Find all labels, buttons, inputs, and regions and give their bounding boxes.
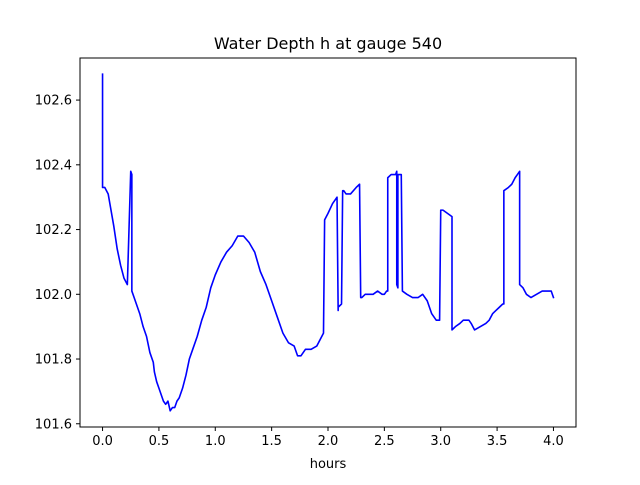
chart-title: Water Depth h at gauge 540 (214, 34, 442, 53)
plot-area (101, 73, 555, 412)
x-tick-label: 3.0 (430, 434, 451, 449)
axes: 0.0 0.5 1.0 1.5 2.0 2.5 3.0 3.5 4.0 101.6 101.8 102… (35, 57, 577, 449)
y-tick-label: 102.2 (35, 223, 72, 238)
x-axis-label: hours (310, 457, 347, 472)
y-tick-label: 101.8 (35, 353, 72, 368)
x-tick-label: 1.0 (205, 434, 226, 449)
x-tick-label: 0.5 (149, 434, 170, 449)
x-tick-label: 1.5 (261, 434, 282, 449)
x-tick-label: 2.5 (374, 434, 395, 449)
x-tick-label: 4.0 (543, 434, 564, 449)
x-tick-label: 0.0 (92, 434, 113, 449)
series-line-1 (101, 73, 555, 412)
y-tick-label: 102.0 (35, 288, 72, 303)
x-tick-label: 2.0 (318, 434, 339, 449)
y-tick-label: 101.6 (35, 417, 72, 432)
x-tick-label: 3.5 (487, 434, 508, 449)
y-tick-label: 102.6 (35, 94, 72, 109)
y-tick-label: 102.4 (35, 158, 72, 173)
